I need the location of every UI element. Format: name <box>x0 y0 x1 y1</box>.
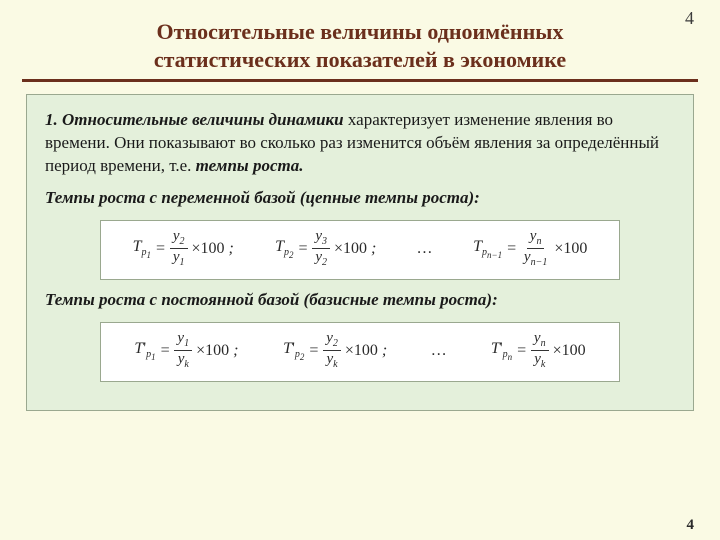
content-panel: 1. Относительные величины динамики харак… <box>26 94 694 411</box>
base-ellipsis: … <box>432 342 446 360</box>
para1-lead-emph: 1. Относительные величины динамики <box>45 110 344 129</box>
chain-term-last: Tpn−1 = yn yn−1 ×100 <box>473 229 587 269</box>
subheading-chain: Темпы роста с переменной базой (цепные т… <box>45 188 675 208</box>
base-term-2: T'p2 = y2 yk ×100; <box>283 331 387 371</box>
subheading-base: Темпы роста с постоянной базой (базисные… <box>45 290 675 310</box>
formula-base-rates: T'p1 = y1 yk ×100; T'p2 = y2 yk ×100; … <box>100 322 620 382</box>
chain-term-2: Tp2 = y3 y2 ×100; <box>275 229 376 269</box>
page-number-top: 4 <box>685 8 694 29</box>
base-term-last: T'pn = yn yk ×100 <box>491 331 586 371</box>
paragraph-1: 1. Относительные величины динамики харак… <box>45 109 675 178</box>
formula-chain-rates: Tp1 = y2 y1 ×100; Tp2 = y3 y2 ×100; … <box>100 220 620 280</box>
title-line-2: статистических показателей в экономике <box>154 47 566 72</box>
slide-title: Относительные величины одноимённых стати… <box>22 12 698 82</box>
title-line-1: Относительные величины одноимённых <box>157 19 564 44</box>
base-term-1: T'p1 = y1 yk ×100; <box>134 331 238 371</box>
para1-tail-emph: тем­пы роста. <box>196 156 304 175</box>
page-number-bottom: 4 <box>687 517 695 534</box>
chain-term-1: Tp1 = y2 y1 ×100; <box>133 229 234 269</box>
chain-ellipsis: … <box>418 240 432 258</box>
